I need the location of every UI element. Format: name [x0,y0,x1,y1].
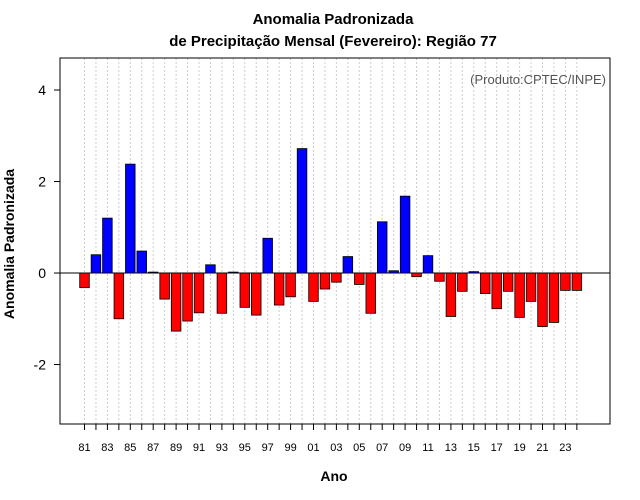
x-tick-label: 95 [239,442,251,454]
bar-1985 [125,163,136,274]
bar-2017 [491,272,502,310]
x-tick-label: 87 [147,442,159,454]
bar-2007 [376,221,388,274]
credit-annotation: (Produto:CPTEC/INPE) [470,72,606,87]
bar-2021 [537,272,548,327]
x-tick-label: 17 [491,442,503,454]
y-tick-label: 4 [38,82,46,98]
bar-2003 [331,272,342,283]
bar-1993 [216,272,228,314]
plot-frame [59,57,611,425]
x-tick-label: 21 [536,442,548,454]
bar-2009 [399,195,411,274]
bar-2005 [354,272,365,285]
x-tick-label: 13 [445,442,457,454]
bar-1992 [205,264,216,274]
bar-2011 [422,255,434,274]
x-tick-label: 93 [216,442,228,454]
x-tick-label: 19 [513,442,525,454]
bar-2019 [514,272,525,318]
x-tick-label: 11 [422,442,433,454]
y-axis-title: Anomalia Padronizada [1,169,17,319]
bar-1994 [228,271,239,274]
y-tick-label: 0 [38,265,46,281]
bar-1997 [262,237,273,274]
grid-lines [84,58,578,424]
bar-2004 [342,256,354,274]
bar-2020 [525,272,537,302]
bar-1987 [147,271,159,274]
x-tick-label: 01 [307,442,319,454]
y-axis: -2 0 2 4 [34,82,60,373]
bar-2010 [411,272,422,278]
bar-1984 [113,272,125,320]
x-tick-label: 81 [78,442,90,454]
bar-2022 [548,272,560,323]
x-tick-label: 97 [262,442,274,454]
bar-1982 [90,254,102,274]
bar-2012 [434,272,445,282]
x-tick-label: 03 [330,442,342,454]
bar-2015 [468,271,480,274]
x-tick-label: 91 [193,442,205,454]
chart-title: Anomalia Padronizada [253,11,415,28]
x-tick-label: 09 [399,442,411,454]
bar-2002 [319,272,331,290]
x-tick-label: 99 [284,442,296,454]
x-tick-label: 07 [376,442,388,454]
y-tick-label: 2 [38,174,46,190]
bar-2001 [308,272,319,302]
bar-1998 [273,272,285,306]
bar-2023 [560,272,571,291]
x-tick-label: 05 [353,442,365,454]
bars [79,148,583,332]
bar-1999 [285,272,296,298]
bar-1983 [102,217,113,274]
bar-2014 [457,272,468,292]
bar-1996 [251,272,262,316]
bar-2024 [571,272,583,291]
bar-2018 [502,272,514,292]
bar-2006 [365,272,376,314]
bar-1990 [182,272,193,322]
bar-2008 [388,270,399,274]
x-axis: 81 83 85 87 89 91 93 95 97 99 01 03 05 07 09 11 13 15 17 19… [78,424,578,454]
x-tick-label: 85 [124,442,136,454]
x-axis-title: Ano [320,468,347,484]
y-tick-label: -2 [34,357,47,373]
bar-1981 [79,272,90,289]
bar-1989 [170,272,182,332]
bar-2013 [445,272,457,317]
bar-2016 [480,272,491,295]
bar-1988 [159,272,170,300]
x-tick-label: 23 [559,442,571,454]
bar-1986 [136,250,147,274]
chart-subtitle: de Precipitação Mensal (Fevereiro): Regi… [169,33,497,50]
x-tick-label: 83 [101,442,113,454]
bar-2000 [296,148,308,274]
bar-1995 [239,272,251,308]
x-tick-label: 15 [468,442,480,454]
bar-1991 [193,272,205,314]
x-tick-label: 89 [170,442,182,454]
